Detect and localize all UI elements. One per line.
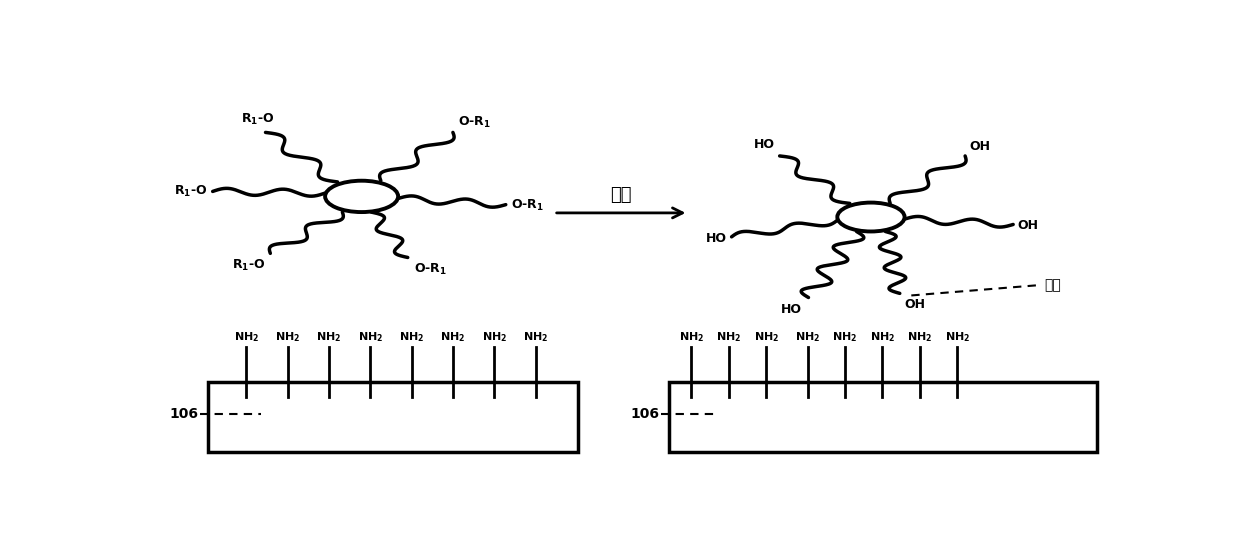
Text: $\mathbf{R_1}$-O: $\mathbf{R_1}$-O bbox=[241, 112, 274, 127]
Text: NH$_\mathbf{2}$: NH$_\mathbf{2}$ bbox=[399, 330, 424, 344]
Circle shape bbox=[837, 203, 905, 232]
Text: 氢键: 氢键 bbox=[1044, 278, 1060, 292]
Text: O-$\mathbf{R_1}$: O-$\mathbf{R_1}$ bbox=[458, 114, 491, 130]
Text: 106: 106 bbox=[169, 407, 198, 421]
Text: NH$_\mathbf{2}$: NH$_\mathbf{2}$ bbox=[717, 330, 742, 344]
Text: NH$_\mathbf{2}$: NH$_\mathbf{2}$ bbox=[908, 330, 932, 344]
Text: HO: HO bbox=[706, 232, 727, 245]
Text: $\mathbf{R_1}$-O: $\mathbf{R_1}$-O bbox=[175, 184, 208, 199]
Bar bbox=[670, 382, 1096, 452]
Text: NH$_\mathbf{2}$: NH$_\mathbf{2}$ bbox=[481, 330, 507, 344]
Text: O-$\mathbf{R_1}$: O-$\mathbf{R_1}$ bbox=[511, 198, 543, 213]
Text: NH$_\mathbf{2}$: NH$_\mathbf{2}$ bbox=[523, 330, 548, 344]
Text: HO: HO bbox=[754, 138, 775, 151]
Text: NH$_\mathbf{2}$: NH$_\mathbf{2}$ bbox=[357, 330, 383, 344]
Text: HO: HO bbox=[781, 303, 802, 316]
Text: NH$_\mathbf{2}$: NH$_\mathbf{2}$ bbox=[795, 330, 820, 344]
Text: NH$_\mathbf{2}$: NH$_\mathbf{2}$ bbox=[945, 330, 970, 344]
Text: 106: 106 bbox=[630, 407, 660, 421]
Circle shape bbox=[325, 181, 398, 212]
Text: OH: OH bbox=[905, 297, 925, 310]
Text: NH$_\mathbf{2}$: NH$_\mathbf{2}$ bbox=[754, 330, 779, 344]
Text: NH$_\mathbf{2}$: NH$_\mathbf{2}$ bbox=[233, 330, 259, 344]
Text: OH: OH bbox=[1017, 219, 1038, 232]
Text: NH$_\mathbf{2}$: NH$_\mathbf{2}$ bbox=[440, 330, 465, 344]
Text: NH$_\mathbf{2}$: NH$_\mathbf{2}$ bbox=[678, 330, 704, 344]
Bar bbox=[208, 382, 578, 452]
Text: OH: OH bbox=[968, 140, 990, 153]
Text: NH$_\mathbf{2}$: NH$_\mathbf{2}$ bbox=[870, 330, 895, 344]
Text: $\mathbf{R_1}$-O: $\mathbf{R_1}$-O bbox=[232, 258, 265, 273]
Text: NH$_\mathbf{2}$: NH$_\mathbf{2}$ bbox=[832, 330, 858, 344]
Text: NH$_\mathbf{2}$: NH$_\mathbf{2}$ bbox=[316, 330, 341, 344]
Text: 加热: 加热 bbox=[610, 186, 632, 204]
Text: O-$\mathbf{R_1}$: O-$\mathbf{R_1}$ bbox=[413, 262, 446, 277]
Text: NH$_\mathbf{2}$: NH$_\mathbf{2}$ bbox=[275, 330, 300, 344]
